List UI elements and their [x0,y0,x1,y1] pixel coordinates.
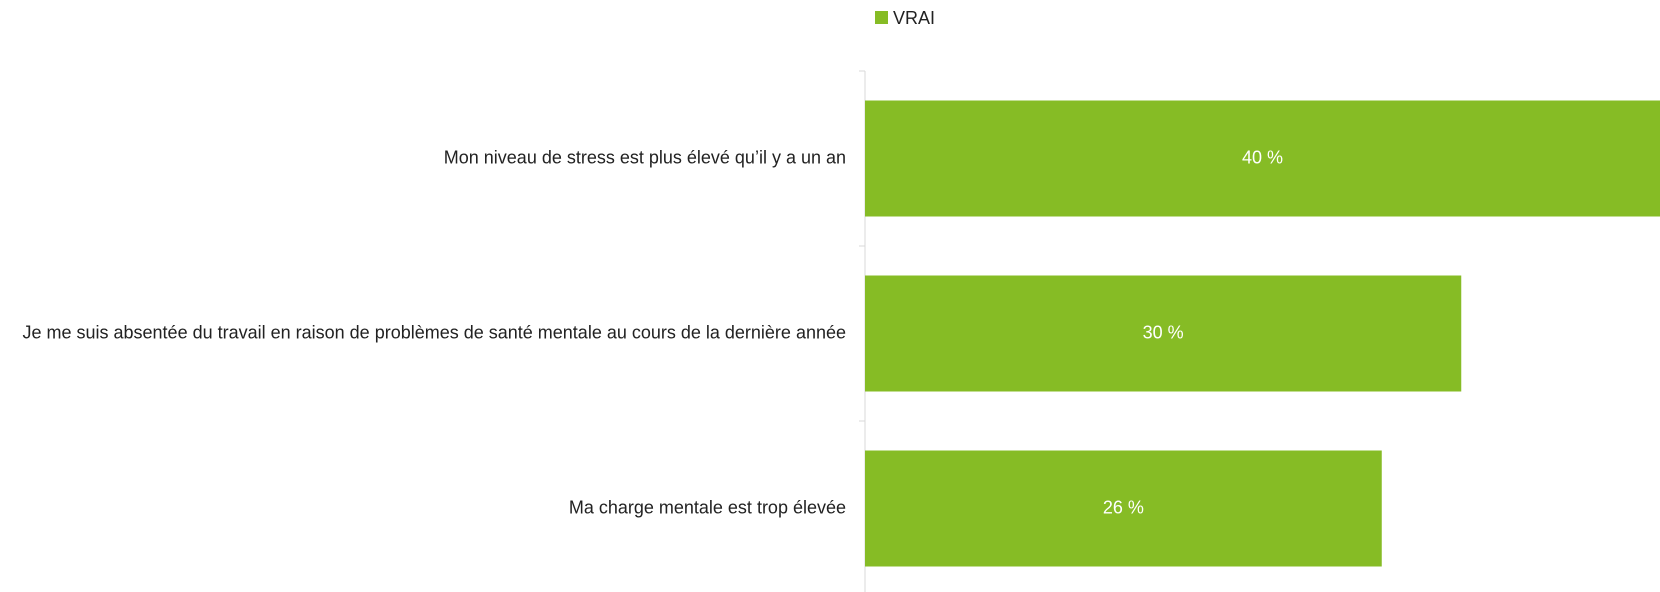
value-label: 26 % [1103,497,1144,517]
value-label: 30 % [1143,322,1184,342]
bar [865,100,1660,217]
legend-swatch [875,11,888,24]
bar [865,275,1462,392]
category-label: Ma charge mentale est trop élevée [569,497,846,517]
bar [865,450,1382,567]
legend: VRAI [875,8,935,28]
category-label: Mon niveau de stress est plus élevé qu’i… [444,147,846,167]
category-label: Je me suis absentée du travail en raison… [22,322,846,342]
legend-label: VRAI [893,8,935,28]
value-label: 40 % [1242,147,1283,167]
